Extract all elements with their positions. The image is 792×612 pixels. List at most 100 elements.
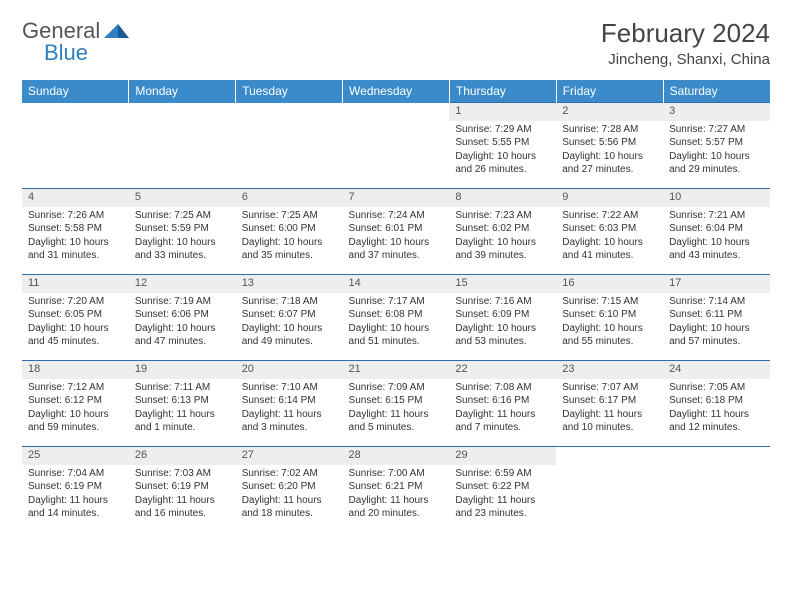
day-number-cell: 28: [343, 447, 450, 465]
day-number-cell: 3: [663, 103, 770, 121]
day-cell: Sunrise: 7:11 AMSunset: 6:13 PMDaylight:…: [129, 379, 236, 447]
day-body-row: Sunrise: 7:29 AMSunset: 5:55 PMDaylight:…: [22, 121, 770, 189]
day-cell: Sunrise: 7:20 AMSunset: 6:05 PMDaylight:…: [22, 293, 129, 361]
day-details: Sunrise: 7:26 AMSunset: 5:58 PMDaylight:…: [22, 207, 129, 267]
day-number-cell: [22, 103, 129, 121]
day-cell: Sunrise: 7:19 AMSunset: 6:06 PMDaylight:…: [129, 293, 236, 361]
day-number-cell: 21: [343, 361, 450, 379]
day-number-cell: 25: [22, 447, 129, 465]
day-number-cell: 11: [22, 275, 129, 293]
day-details: Sunrise: 7:25 AMSunset: 5:59 PMDaylight:…: [129, 207, 236, 267]
calendar-body: 123Sunrise: 7:29 AMSunset: 5:55 PMDaylig…: [22, 103, 770, 533]
day-details: Sunrise: 7:12 AMSunset: 6:12 PMDaylight:…: [22, 379, 129, 439]
day-number-cell: 7: [343, 189, 450, 207]
day-details: Sunrise: 7:03 AMSunset: 6:19 PMDaylight:…: [129, 465, 236, 525]
day-number-cell: 26: [129, 447, 236, 465]
day-cell: [343, 121, 450, 189]
day-number-cell: 19: [129, 361, 236, 379]
day-cell: [236, 121, 343, 189]
day-details: Sunrise: 7:08 AMSunset: 6:16 PMDaylight:…: [449, 379, 556, 439]
day-cell: Sunrise: 7:29 AMSunset: 5:55 PMDaylight:…: [449, 121, 556, 189]
day-header: Tuesday: [236, 80, 343, 103]
day-details: Sunrise: 7:09 AMSunset: 6:15 PMDaylight:…: [343, 379, 450, 439]
day-details: Sunrise: 7:00 AMSunset: 6:21 PMDaylight:…: [343, 465, 450, 525]
day-header: Friday: [556, 80, 663, 103]
day-header-row: SundayMondayTuesdayWednesdayThursdayFrid…: [22, 80, 770, 103]
day-cell: Sunrise: 7:05 AMSunset: 6:18 PMDaylight:…: [663, 379, 770, 447]
day-cell: Sunrise: 7:00 AMSunset: 6:21 PMDaylight:…: [343, 465, 450, 533]
day-number-cell: 1: [449, 103, 556, 121]
day-number-cell: 10: [663, 189, 770, 207]
day-cell: [129, 121, 236, 189]
day-number-cell: 6: [236, 189, 343, 207]
day-cell: Sunrise: 7:25 AMSunset: 5:59 PMDaylight:…: [129, 207, 236, 275]
day-number-cell: 27: [236, 447, 343, 465]
day-cell: Sunrise: 7:23 AMSunset: 6:02 PMDaylight:…: [449, 207, 556, 275]
day-body-row: Sunrise: 7:04 AMSunset: 6:19 PMDaylight:…: [22, 465, 770, 533]
day-number-row: 18192021222324: [22, 361, 770, 379]
day-cell: Sunrise: 7:18 AMSunset: 6:07 PMDaylight:…: [236, 293, 343, 361]
day-number-cell: [236, 103, 343, 121]
day-body-row: Sunrise: 7:20 AMSunset: 6:05 PMDaylight:…: [22, 293, 770, 361]
day-number-row: 45678910: [22, 189, 770, 207]
day-cell: [22, 121, 129, 189]
day-details: Sunrise: 7:17 AMSunset: 6:08 PMDaylight:…: [343, 293, 450, 353]
day-cell: Sunrise: 7:28 AMSunset: 5:56 PMDaylight:…: [556, 121, 663, 189]
day-details: Sunrise: 7:15 AMSunset: 6:10 PMDaylight:…: [556, 293, 663, 353]
day-number-cell: 18: [22, 361, 129, 379]
day-cell: Sunrise: 7:12 AMSunset: 6:12 PMDaylight:…: [22, 379, 129, 447]
day-header: Wednesday: [343, 80, 450, 103]
day-number-cell: [556, 447, 663, 465]
day-number-row: 123: [22, 103, 770, 121]
day-cell: Sunrise: 7:03 AMSunset: 6:19 PMDaylight:…: [129, 465, 236, 533]
day-number-cell: 4: [22, 189, 129, 207]
day-cell: Sunrise: 7:08 AMSunset: 6:16 PMDaylight:…: [449, 379, 556, 447]
day-number-cell: 5: [129, 189, 236, 207]
day-header: Thursday: [449, 80, 556, 103]
day-number-cell: [663, 447, 770, 465]
day-cell: Sunrise: 7:04 AMSunset: 6:19 PMDaylight:…: [22, 465, 129, 533]
day-number-cell: 2: [556, 103, 663, 121]
day-number-cell: [343, 103, 450, 121]
calendar-table: SundayMondayTuesdayWednesdayThursdayFrid…: [22, 80, 770, 533]
day-details: Sunrise: 7:24 AMSunset: 6:01 PMDaylight:…: [343, 207, 450, 267]
day-details: Sunrise: 6:59 AMSunset: 6:22 PMDaylight:…: [449, 465, 556, 525]
day-cell: Sunrise: 7:14 AMSunset: 6:11 PMDaylight:…: [663, 293, 770, 361]
month-title: February 2024: [601, 18, 770, 49]
day-details: Sunrise: 7:28 AMSunset: 5:56 PMDaylight:…: [556, 121, 663, 181]
day-number-cell: [129, 103, 236, 121]
location-text: Jincheng, Shanxi, China: [601, 51, 770, 68]
day-details: Sunrise: 7:27 AMSunset: 5:57 PMDaylight:…: [663, 121, 770, 181]
day-number-cell: 14: [343, 275, 450, 293]
day-details: Sunrise: 7:05 AMSunset: 6:18 PMDaylight:…: [663, 379, 770, 439]
day-cell: Sunrise: 7:16 AMSunset: 6:09 PMDaylight:…: [449, 293, 556, 361]
day-cell: Sunrise: 7:27 AMSunset: 5:57 PMDaylight:…: [663, 121, 770, 189]
day-cell: Sunrise: 7:09 AMSunset: 6:15 PMDaylight:…: [343, 379, 450, 447]
day-cell: Sunrise: 7:17 AMSunset: 6:08 PMDaylight:…: [343, 293, 450, 361]
day-details: Sunrise: 7:11 AMSunset: 6:13 PMDaylight:…: [129, 379, 236, 439]
day-number-cell: 24: [663, 361, 770, 379]
day-number-cell: 13: [236, 275, 343, 293]
day-cell: Sunrise: 7:15 AMSunset: 6:10 PMDaylight:…: [556, 293, 663, 361]
day-cell: Sunrise: 7:22 AMSunset: 6:03 PMDaylight:…: [556, 207, 663, 275]
day-details: Sunrise: 7:20 AMSunset: 6:05 PMDaylight:…: [22, 293, 129, 353]
day-body-row: Sunrise: 7:12 AMSunset: 6:12 PMDaylight:…: [22, 379, 770, 447]
day-cell: Sunrise: 7:25 AMSunset: 6:00 PMDaylight:…: [236, 207, 343, 275]
day-details: Sunrise: 7:23 AMSunset: 6:02 PMDaylight:…: [449, 207, 556, 267]
day-header: Saturday: [663, 80, 770, 103]
day-number-cell: 17: [663, 275, 770, 293]
day-cell: [663, 465, 770, 533]
day-cell: Sunrise: 7:24 AMSunset: 6:01 PMDaylight:…: [343, 207, 450, 275]
day-details: Sunrise: 7:14 AMSunset: 6:11 PMDaylight:…: [663, 293, 770, 353]
day-number-cell: 29: [449, 447, 556, 465]
day-number-cell: 9: [556, 189, 663, 207]
title-block: February 2024 Jincheng, Shanxi, China: [601, 18, 770, 68]
header: General Blue February 2024 Jincheng, Sha…: [22, 18, 770, 68]
day-cell: Sunrise: 7:26 AMSunset: 5:58 PMDaylight:…: [22, 207, 129, 275]
logo: General Blue: [22, 18, 132, 44]
day-number-cell: 8: [449, 189, 556, 207]
day-details: Sunrise: 7:29 AMSunset: 5:55 PMDaylight:…: [449, 121, 556, 181]
day-cell: Sunrise: 7:10 AMSunset: 6:14 PMDaylight:…: [236, 379, 343, 447]
day-details: Sunrise: 7:16 AMSunset: 6:09 PMDaylight:…: [449, 293, 556, 353]
day-cell: Sunrise: 7:21 AMSunset: 6:04 PMDaylight:…: [663, 207, 770, 275]
